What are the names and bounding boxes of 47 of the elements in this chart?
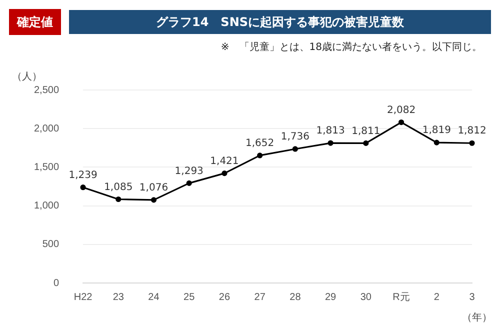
x-tick-label: 27 xyxy=(254,292,266,303)
point xyxy=(116,196,122,202)
point xyxy=(257,152,263,158)
y-tick-label: 1,000 xyxy=(34,200,60,212)
point xyxy=(363,140,369,146)
point xyxy=(469,140,475,146)
x-tick-label: 29 xyxy=(324,292,337,303)
x-tick-label: R元 xyxy=(392,292,410,303)
data-label: 1,736 xyxy=(280,132,310,143)
y-tick-label: 2,000 xyxy=(34,123,60,134)
x-tick-label: 2 xyxy=(434,292,440,303)
point xyxy=(222,170,228,176)
x-tick-label: 23 xyxy=(112,292,124,303)
y-tick-label: 1,500 xyxy=(34,162,60,173)
point xyxy=(434,140,440,146)
y-tick-label: 2,500 xyxy=(34,84,60,96)
point xyxy=(186,180,192,186)
data-label: 2,082 xyxy=(386,104,416,116)
data-label: 1,812 xyxy=(458,126,486,137)
point xyxy=(328,140,334,146)
y-tick-label: 500 xyxy=(42,239,60,250)
data-label: 1,293 xyxy=(174,166,204,177)
x-axis-title: （年） xyxy=(462,312,492,324)
text: 確定値 xyxy=(9,9,61,35)
data-label: 1,076 xyxy=(139,182,168,194)
data-label: 1,421 xyxy=(210,156,239,167)
point xyxy=(80,184,86,190)
data-label: 1,239 xyxy=(68,170,98,181)
x-tick-label: 28 xyxy=(290,292,302,303)
y-axis-title: （人） xyxy=(12,72,42,83)
x-tick-label: 30 xyxy=(360,292,372,303)
point xyxy=(292,146,298,152)
x-tick-label: 3 xyxy=(469,292,476,303)
chart-title: グラフ14 SNSに起因する事犯の被害児童数 xyxy=(69,10,491,34)
point xyxy=(398,119,404,126)
y-tick-label: 0 xyxy=(53,278,60,289)
data-label: 1,819 xyxy=(422,125,451,136)
data-label: 1,085 xyxy=(104,182,133,193)
data-label: 1,811 xyxy=(352,126,380,137)
x-tick-label: 25 xyxy=(184,292,196,303)
point xyxy=(150,197,157,203)
x-tick-label: 26 xyxy=(218,292,230,303)
text: ※ 「児童」とは、18歳に満たない者をいう。以下同じ。 xyxy=(220,40,482,54)
data-label: 1,652 xyxy=(246,138,274,150)
x-tick-label: 24 xyxy=(148,292,160,303)
data-label: 1,813 xyxy=(316,126,345,137)
x-tick-label: H22 xyxy=(74,292,93,303)
